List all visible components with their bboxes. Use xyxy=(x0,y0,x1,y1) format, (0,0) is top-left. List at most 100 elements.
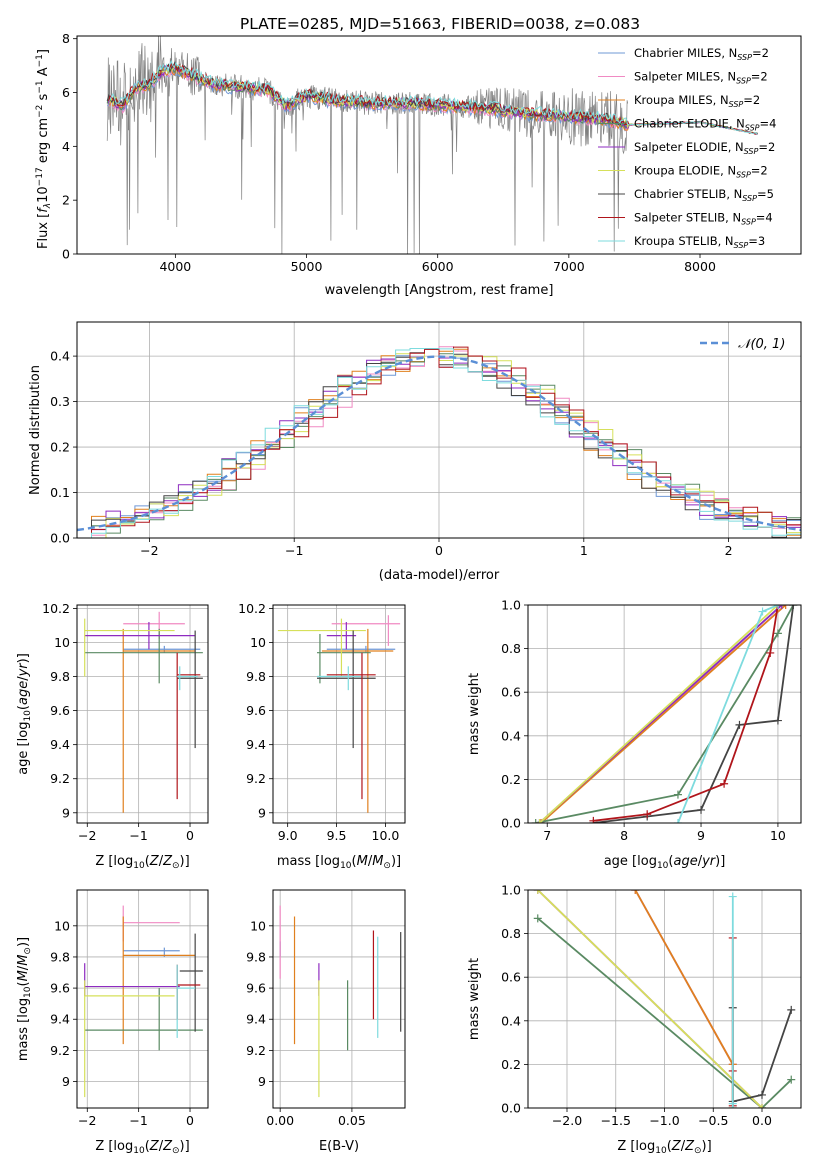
tick-label-y: 0.3 xyxy=(50,394,70,409)
legend-entry: Chabrier STELIB, NSSP=5 xyxy=(634,187,774,203)
plot-area-mass_weight_vs_age xyxy=(531,605,798,823)
axes-spine xyxy=(272,604,406,824)
weight-marker xyxy=(533,914,542,923)
tick-label-y: 9 xyxy=(62,805,70,820)
weight-marker xyxy=(531,819,540,823)
tick-label-y: 0.2 xyxy=(501,1057,521,1072)
tick-label-x: −1 xyxy=(129,828,147,843)
weight-line xyxy=(540,605,787,823)
tick-label-x: −2 xyxy=(78,1113,96,1128)
panel-mass_weight_vs_age: 7 8 9 10 0.0 0.2 0.4 0.6 0.8 1.0 age [log10(age/yr… xyxy=(467,598,802,871)
weight-marker xyxy=(773,716,782,725)
tick-label-x: −1.0 xyxy=(649,1113,679,1128)
residual-histogram xyxy=(77,348,801,538)
x-axis-label: Z [log10(Z/Z⊙)] xyxy=(617,1139,711,1156)
axes-frame-age_vs_Z: −2 −1 0 9 9.2 9.4 9.6 9.8 10 10.2 xyxy=(42,601,209,843)
y-axis-label: mass weight xyxy=(467,958,482,1040)
tick-label-y: 0.6 xyxy=(501,685,521,700)
tick-label-y: 2 xyxy=(62,193,70,208)
weight-marker xyxy=(787,1005,796,1014)
legend-entry: Chabrier MILES, NSSP=2 xyxy=(634,46,769,62)
weight-line xyxy=(537,890,763,1108)
x-axis-label: (data-model)/error xyxy=(379,568,500,583)
plot-area-mass_vs_Z xyxy=(84,905,203,1098)
legend-entry: Kroupa STELIB, NSSP=3 xyxy=(634,234,765,250)
tick-label-x: −2 xyxy=(140,543,158,558)
tick-label-x: 5000 xyxy=(291,259,323,274)
x-axis-label: Z [log10(Z/Z⊙)] xyxy=(95,1139,189,1156)
tick-label-y: 0.6 xyxy=(501,970,521,985)
weight-marker xyxy=(728,1099,737,1108)
tick-label-x: 0.00 xyxy=(266,1113,294,1128)
weight-marker xyxy=(533,890,542,894)
axes-spine xyxy=(76,604,209,824)
tick-label-x: −1.5 xyxy=(601,1113,631,1128)
weight-marker xyxy=(643,810,652,819)
tick-label-y: 9.6 xyxy=(50,703,70,718)
legend-entry: Salpeter MILES, NSSP=2 xyxy=(634,70,768,86)
axes-frame-spectrum: 4000 5000 6000 7000 8000 0 2 4 6 8 Chabrier MILES,… xyxy=(62,31,802,274)
tick-label-y: 1.0 xyxy=(501,598,521,613)
panel-age_vs_Z: −2 −1 0 9 9.2 9.4 9.6 9.8 10 10.2 Z [log10(Z/Z⊙)] a… xyxy=(16,601,209,871)
weight-marker xyxy=(735,720,744,729)
tick-label-x: 0 xyxy=(435,543,443,558)
residual-histogram xyxy=(77,348,801,538)
weight-marker xyxy=(697,805,706,814)
tick-label-x: 9 xyxy=(697,828,705,843)
y-axis-label: age [log10(age/yr)] xyxy=(16,653,33,775)
tick-label-x: 8000 xyxy=(684,259,716,274)
weight-marker xyxy=(758,1104,766,1108)
weight-marker xyxy=(781,605,790,609)
tick-label-y: 9.6 xyxy=(246,981,266,996)
x-axis-label: mass [log10(M/M⊙)] xyxy=(277,854,401,871)
x-axis-label: age [log10(age/yr)] xyxy=(604,854,726,871)
tick-label-y: 6 xyxy=(62,85,70,100)
tick-label-y: 9.8 xyxy=(50,669,70,684)
x-axis-label: Z [log10(Z/Z⊙)] xyxy=(95,854,189,871)
residual-histogram xyxy=(77,349,801,538)
tick-label-x: 7 xyxy=(543,828,551,843)
tick-label-x: 2 xyxy=(725,543,733,558)
tick-label-x: −1 xyxy=(129,1113,147,1128)
weight-marker xyxy=(537,819,546,823)
tick-label-y: 9.8 xyxy=(50,949,70,964)
weight-marker xyxy=(777,605,786,609)
tick-label-y: 9.6 xyxy=(246,703,266,718)
tick-label-y: 9.4 xyxy=(246,737,266,752)
tick-label-x: 9.5 xyxy=(327,828,347,843)
weight-marker xyxy=(773,629,782,638)
normal-curve xyxy=(77,355,801,532)
tick-label-y: 0.8 xyxy=(501,926,521,941)
tick-label-x: −1 xyxy=(285,543,303,558)
legend-entry: Salpeter ELODIE, NSSP=2 xyxy=(634,140,775,156)
tick-label-x: −0.5 xyxy=(698,1113,728,1128)
weight-marker xyxy=(589,816,598,823)
tick-label-y: 9.4 xyxy=(50,1012,70,1027)
y-axis-label: Normed distribution xyxy=(28,365,43,495)
panel-mass_vs_ebv: 0.00 0.05 9 9.2 9.4 9.6 9.8 10 E(B-V) xyxy=(246,889,406,1154)
plot-area-residual_hist xyxy=(77,346,801,538)
model-spectrum xyxy=(109,59,758,135)
tick-label-y: 0.0 xyxy=(50,531,70,546)
tick-label-x: −2.0 xyxy=(552,1113,582,1128)
tick-label-x: 0.05 xyxy=(338,1113,366,1128)
model-spectrum xyxy=(108,62,758,135)
y-axis-label: mass [log10(M/M⊙)] xyxy=(16,937,33,1061)
tick-label-y: 10 xyxy=(250,635,266,650)
axes-frame-mass_vs_Z: −2 −1 0 9 9.2 9.4 9.6 9.8 10 xyxy=(50,889,209,1128)
panel-residual_hist: −2 −1 0 1 2 0.0 0.1 0.2 0.3 0.4 𝒩(0, 1) (data-model… xyxy=(28,321,802,583)
tick-label-y: 9.4 xyxy=(246,1012,266,1027)
x-axis-label: E(B-V) xyxy=(319,1139,359,1154)
tick-label-y: 0 xyxy=(62,247,70,262)
tick-label-y: 9.6 xyxy=(50,981,70,996)
plot-area-age_vs_Z xyxy=(84,611,203,813)
tick-label-x: −2 xyxy=(78,828,96,843)
tick-label-x: 1 xyxy=(580,543,588,558)
plot-area-age_vs_mass xyxy=(277,615,401,813)
tick-label-y: 9 xyxy=(258,1074,266,1089)
legend-entry: Kroupa ELODIE, NSSP=2 xyxy=(634,164,768,180)
figure-title: PLATE=0285, MJD=51663, FIBERID=0038, z=0… xyxy=(240,15,640,33)
tick-label-y: 1.0 xyxy=(501,883,521,898)
tick-label-x: 0.0 xyxy=(752,1113,772,1128)
